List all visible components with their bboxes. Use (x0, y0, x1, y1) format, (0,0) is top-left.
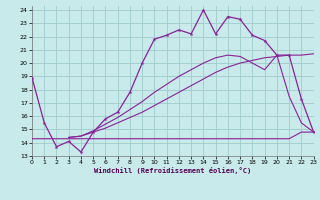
X-axis label: Windchill (Refroidissement éolien,°C): Windchill (Refroidissement éolien,°C) (94, 167, 252, 174)
